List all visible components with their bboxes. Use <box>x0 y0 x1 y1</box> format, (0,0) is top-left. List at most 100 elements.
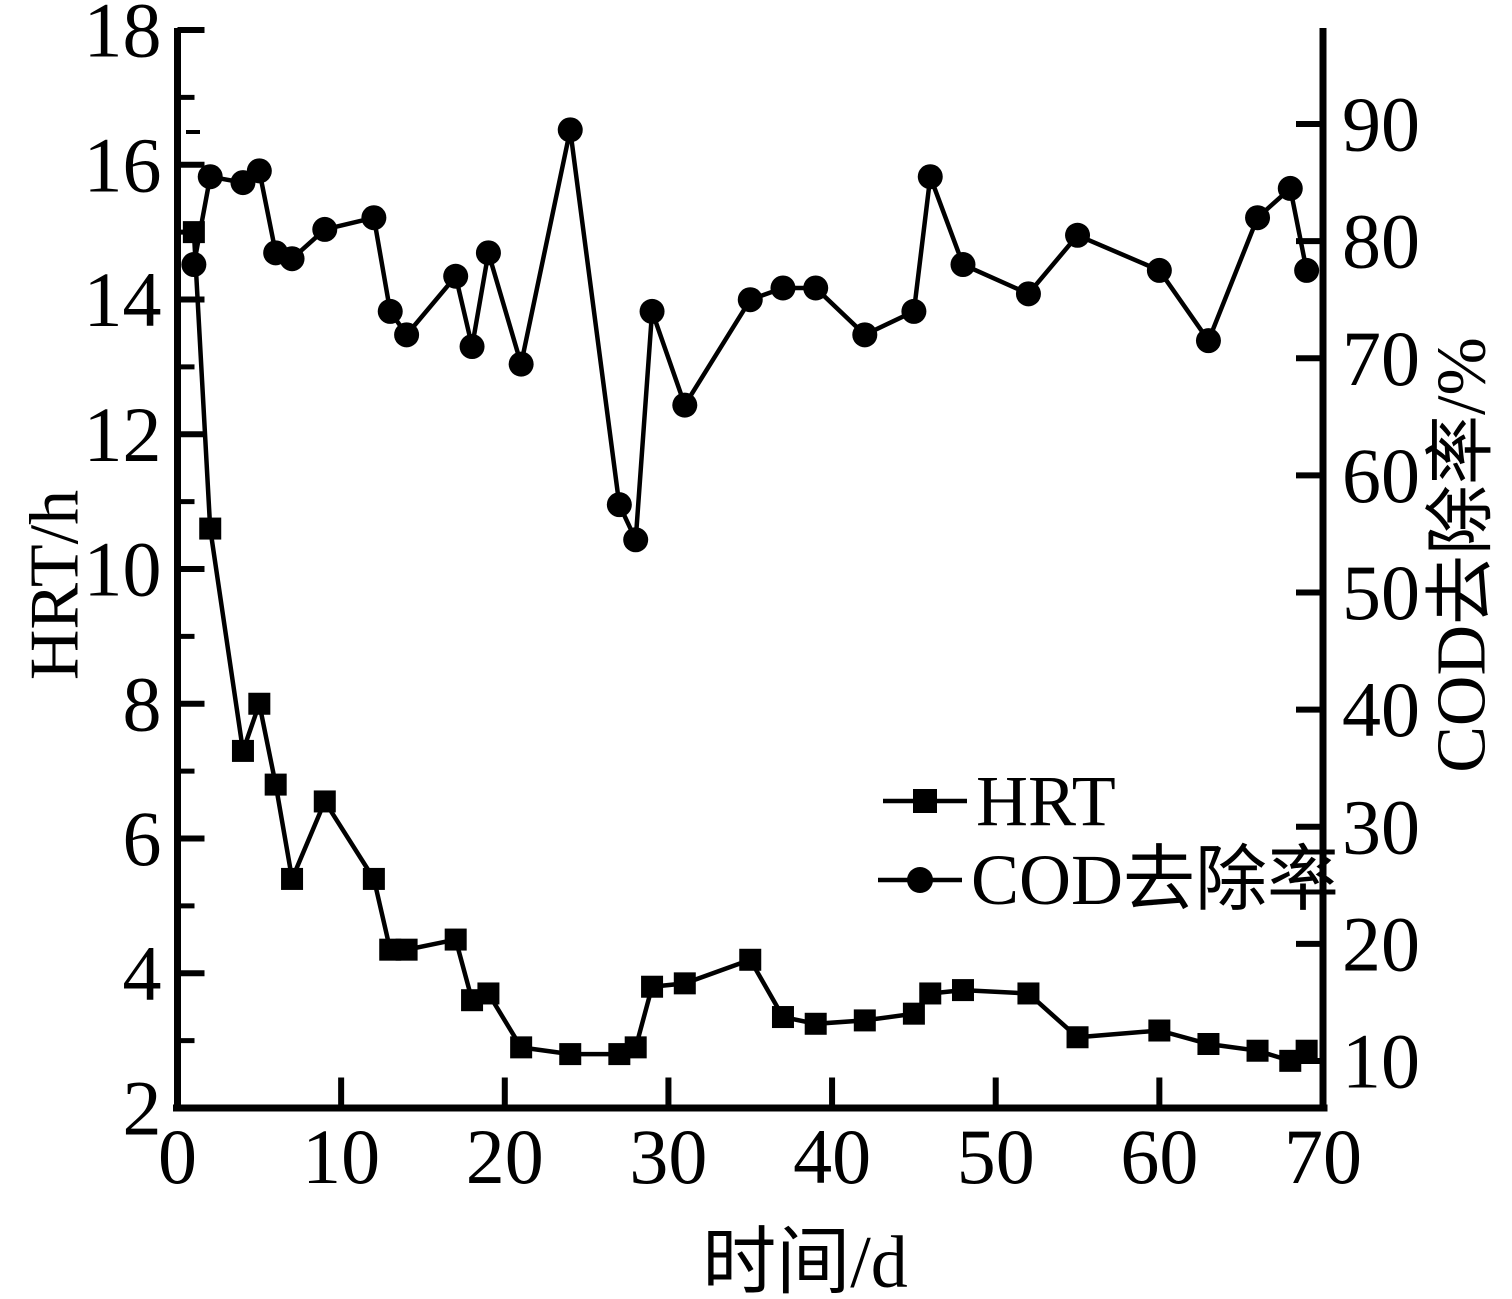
y-right-axis-title: COD去除率/% <box>1424 337 1501 773</box>
cod-point-marker <box>377 298 403 324</box>
x-tick-label: 0 <box>158 1113 197 1200</box>
cod-point-marker <box>803 275 829 301</box>
x-major-tick <box>501 1077 508 1105</box>
y-right-major-tick <box>1296 121 1323 127</box>
x-major-tick <box>665 1077 672 1105</box>
cod-point-marker <box>917 164 943 190</box>
y-right-major-tick <box>1296 472 1323 479</box>
y-left-major-tick <box>177 27 205 33</box>
y-left-major-tick <box>177 161 205 168</box>
cod-point-marker <box>623 527 649 553</box>
y-left-tick-label: 6 <box>123 795 162 882</box>
x-tick-label: 30 <box>629 1113 707 1200</box>
axis-tick-labels: 2 4 6 8 10 12 14 16 18 10 20 30 40 50 60 70 80 90 0 10 20 30 4… <box>84 0 1421 1200</box>
y-left-major-tick <box>177 431 205 438</box>
hrt-point-marker <box>264 773 287 796</box>
y-right-tick-label: 40 <box>1342 666 1420 753</box>
y-right-tick-label: 60 <box>1342 432 1420 519</box>
hrt-point-marker <box>559 1043 582 1066</box>
x-tick-label: 20 <box>466 1113 544 1200</box>
hrt-point-marker <box>1066 1026 1089 1049</box>
y-left-tick-label: 10 <box>84 526 162 613</box>
hrt-point-marker <box>951 979 974 1002</box>
hrt-point-marker <box>804 1012 827 1035</box>
y-right-tick-label: 20 <box>1342 900 1420 987</box>
y-right-tick-label: 50 <box>1342 549 1420 636</box>
hrt-point-marker <box>395 938 418 961</box>
x-major-tick <box>992 1077 999 1105</box>
cod-point-marker <box>197 164 223 190</box>
y-right-major-tick <box>1296 238 1323 245</box>
x-tick-label: 50 <box>957 1113 1035 1200</box>
cod-point-marker <box>443 263 469 289</box>
hrt-point-marker <box>362 867 385 890</box>
cod-point-marker <box>1065 222 1091 248</box>
hrt-point-marker <box>739 948 762 971</box>
cod-point-marker <box>1245 205 1271 231</box>
stray-mark <box>186 130 200 134</box>
cod-point-marker <box>508 351 534 377</box>
axis-titles: HRT/h COD去除率/% 时间/d <box>17 337 1501 1299</box>
y-left-minor-tick <box>177 364 195 370</box>
y-right-tick-label: 30 <box>1342 783 1420 870</box>
cod-point-marker <box>394 322 420 348</box>
cod-point-marker <box>737 287 763 313</box>
hrt-point-marker <box>281 867 304 890</box>
y-right-major-tick <box>1296 940 1323 947</box>
cod-point-marker <box>1146 257 1172 283</box>
axis-ticks <box>174 27 1326 1111</box>
hrt-point-marker <box>231 739 254 762</box>
cod-point-marker <box>475 240 501 266</box>
y-left-minor-tick <box>177 499 195 505</box>
y-right-major-tick <box>1296 589 1323 596</box>
cod-point-marker <box>181 252 207 278</box>
cod-point-marker <box>1277 175 1303 201</box>
cod-point-marker <box>361 205 387 231</box>
x-tick-label: 10 <box>302 1113 380 1200</box>
cod-point-marker <box>1195 328 1221 354</box>
hrt-point-marker <box>771 1006 794 1029</box>
hrt-point-marker <box>313 790 336 813</box>
y-left-axis-title: HRT/h <box>17 490 94 680</box>
hrt-point-marker <box>624 1036 647 1059</box>
legend-square-marker <box>913 789 937 813</box>
hrt-point-marker <box>477 982 500 1005</box>
y-left-tick-label: 14 <box>84 256 162 343</box>
x-tick-label: 60 <box>1120 1113 1198 1200</box>
y-left-tick-label: 8 <box>123 660 162 747</box>
y-left-major-tick <box>177 700 205 707</box>
cod-point-marker <box>279 246 305 272</box>
y-right-major-tick <box>1296 355 1323 362</box>
x-major-tick <box>174 1077 181 1105</box>
x-major-tick <box>1320 1077 1326 1105</box>
y-left-major-tick <box>177 296 205 303</box>
x-tick-label: 40 <box>793 1113 871 1200</box>
y-left-minor-tick <box>177 903 195 909</box>
cod-point-marker <box>672 392 698 418</box>
y-left-minor-tick <box>177 633 195 639</box>
y-right-major-tick <box>1296 706 1323 713</box>
hrt-point-marker <box>1197 1032 1220 1055</box>
x-tick-label: 70 <box>1284 1113 1362 1200</box>
hrt-point-marker <box>510 1036 533 1059</box>
legend-label: HRT <box>976 761 1116 841</box>
cod-point-marker <box>459 334 485 360</box>
x-axis-title: 时间/d <box>702 1222 908 1299</box>
y-left-minor-tick <box>177 94 195 100</box>
hrt-point-marker <box>853 1009 876 1032</box>
data-series <box>181 117 1320 1072</box>
cod-point-marker <box>606 492 632 518</box>
y-left-major-tick <box>177 970 205 977</box>
hrt-point-marker <box>1246 1039 1269 1062</box>
hrt-line <box>191 231 1308 1064</box>
cod-line <box>191 129 1309 549</box>
cod-point-marker <box>901 298 927 324</box>
cod-point-marker <box>246 158 272 184</box>
y-left-tick-label: 12 <box>84 391 162 478</box>
cod-point-marker <box>557 117 583 143</box>
y-left-major-tick <box>177 1105 205 1111</box>
right-axis-spine <box>1319 28 1327 1112</box>
cod-point-marker <box>770 275 796 301</box>
